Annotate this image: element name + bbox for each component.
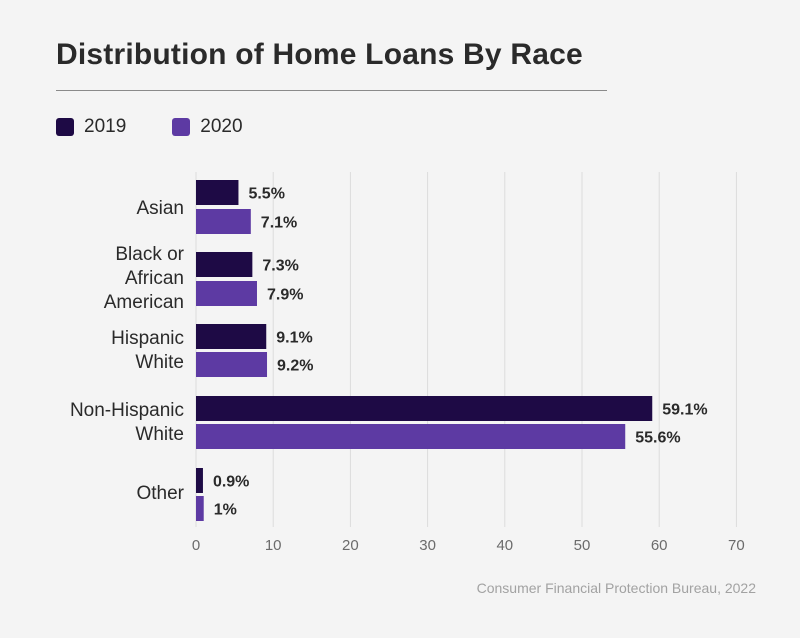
data-label-2020-2: 9.2% [277,358,313,375]
data-label-2019-3: 59.1% [662,402,707,419]
bar-2019-4 [196,468,203,493]
data-label-2019-4: 0.9% [213,474,249,491]
legend-item-2020: 2020 [172,116,243,138]
bar-2019-2 [196,324,267,349]
bar-2019-3 [196,396,653,421]
data-label-2019-0: 5.5% [248,186,284,203]
data-label-2019-1: 7.3% [262,258,298,275]
x-tick-label-40: 40 [496,537,513,554]
x-tick-label-30: 30 [419,537,436,554]
title-divider [56,90,607,91]
category-label-black-or-african-american: Black or African American [103,244,184,313]
legend-swatch-2019 [56,118,74,136]
data-label-2020-3: 55.6% [635,430,680,447]
source-credit: Consumer Financial Protection Bureau, 20… [476,580,756,596]
legend-label-2020: 2020 [200,116,243,137]
legend: 2019 2020 [56,116,289,138]
legend-label-2019: 2019 [84,116,127,137]
legend-swatch-2020 [172,118,191,136]
data-label-2020-0: 7.1% [261,215,297,232]
data-label-2020-1: 7.9% [267,287,303,304]
x-tick-label-50: 50 [574,537,591,554]
bar-2020-1 [196,281,257,306]
data-label-2020-4: 1% [214,502,237,519]
category-label-non-hispanic-white: Non-Hispanic White [69,400,184,445]
category-label-hispanic-white: Hispanic White [111,328,184,373]
x-tick-label-70: 70 [728,537,745,554]
bar-2020-3 [196,424,626,449]
x-tick-label-10: 10 [265,537,282,554]
bar-2019-0 [196,180,239,205]
bar-2019-1 [196,252,253,277]
category-label-other: Other [136,483,184,504]
data-label-2019-2: 9.1% [276,330,312,347]
x-tick-label-60: 60 [651,537,668,554]
category-label-asian: Asian [136,198,184,219]
bar-2020-4 [196,496,204,521]
legend-item-2019: 2019 [56,116,126,138]
x-tick-label-20: 20 [342,537,359,554]
x-tick-label-0: 0 [192,537,200,554]
bar-2020-0 [196,209,251,234]
bar-2020-2 [196,352,268,377]
chart-title: Distribution of Home Loans By Race [56,38,583,71]
